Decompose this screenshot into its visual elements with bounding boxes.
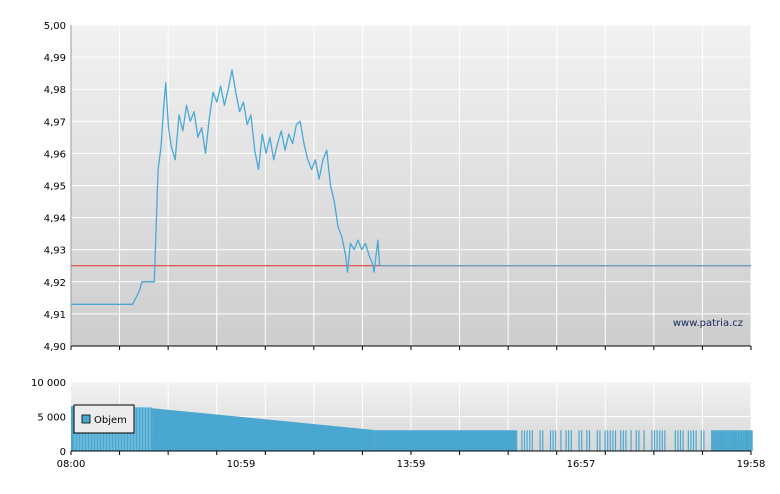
volume-bar xyxy=(747,430,751,451)
volume-x-tick-label: 16:57 xyxy=(567,459,596,470)
volume-bar xyxy=(664,430,666,451)
price-y-tick-label: 4,96 xyxy=(44,149,66,160)
volume-x-tick-label: 13:59 xyxy=(397,459,426,470)
volume-bar xyxy=(516,430,518,451)
volume-x-tick-label: 10:59 xyxy=(227,459,256,470)
volume-bar xyxy=(622,430,624,451)
price-series-line xyxy=(71,69,381,305)
volume-bar xyxy=(750,430,753,451)
volume-bar xyxy=(682,430,684,451)
volume-bar xyxy=(690,430,692,451)
volume-bar xyxy=(586,430,588,451)
volume-bar xyxy=(542,430,544,451)
volume-bar xyxy=(609,430,611,451)
price-y-axis: 4,90 4,91 4,92 4,93 4,94 4,95 4,96 4,97 4,98 4,99… xyxy=(44,21,66,353)
volume-bar xyxy=(643,430,645,451)
volume-bar xyxy=(565,430,567,451)
price-chart-panel: 4,90 4,91 4,92 4,93 4,94 4,95 4,96 4,97 4,98 4,99… xyxy=(44,21,752,353)
volume-bar xyxy=(742,430,745,451)
price-y-tick-label: 4,94 xyxy=(44,214,66,225)
volume-bar xyxy=(578,430,580,451)
volume-bar xyxy=(677,430,679,451)
volume-bar xyxy=(552,430,554,451)
volume-bar xyxy=(661,430,663,451)
volume-bar xyxy=(726,430,730,451)
volume-bar xyxy=(604,430,606,451)
price-y-tick-label: 4,91 xyxy=(44,310,66,321)
volume-bar xyxy=(568,430,570,451)
volume-y-axis: 0 5 000 10 000 xyxy=(31,378,66,458)
price-y-tick-label: 5,00 xyxy=(44,21,66,32)
volume-bar xyxy=(721,430,725,451)
volume-bar xyxy=(695,430,697,451)
legend-swatch xyxy=(81,414,91,424)
volume-bar xyxy=(653,430,656,451)
volume-bar xyxy=(729,430,732,451)
volume-bar xyxy=(679,430,682,451)
volume-bar xyxy=(549,430,552,451)
volume-bar xyxy=(731,430,735,451)
price-y-tick-label: 4,93 xyxy=(44,246,66,257)
volume-bar xyxy=(625,430,627,451)
volume-bar xyxy=(703,430,705,451)
legend-label: Objem xyxy=(94,415,127,426)
volume-bar xyxy=(737,430,740,451)
volume-bar xyxy=(570,430,572,451)
volume-bar xyxy=(531,430,533,451)
volume-bar xyxy=(526,430,528,451)
price-y-tick-label: 4,92 xyxy=(44,278,66,289)
volume-bar xyxy=(581,430,583,451)
volume-bar xyxy=(716,430,719,451)
price-y-tick-label: 4,95 xyxy=(44,182,66,193)
volume-bar xyxy=(718,430,722,451)
volume-bar xyxy=(659,430,661,451)
price-y-tick-label: 4,99 xyxy=(44,53,66,64)
volume-bar xyxy=(607,430,609,451)
volume-bar xyxy=(523,430,526,451)
volume-bar xyxy=(651,430,653,451)
volume-bar xyxy=(614,430,617,451)
volume-bar xyxy=(638,430,640,451)
volume-bar xyxy=(687,430,689,451)
volume-bar xyxy=(700,430,702,451)
volume-bar xyxy=(711,430,714,451)
volume-bar xyxy=(739,430,743,451)
volume-bar xyxy=(734,430,738,451)
price-y-tick-label: 4,97 xyxy=(44,117,66,128)
volume-bar xyxy=(596,430,598,451)
volume-bar xyxy=(744,430,748,451)
volume-bar xyxy=(521,430,523,451)
volume-bar xyxy=(656,430,658,451)
volume-bar xyxy=(713,430,717,451)
volume-bar xyxy=(724,430,727,451)
volume-x-tick-label: 08:00 xyxy=(57,459,86,470)
volume-x-tick-label: 19:58 xyxy=(737,459,766,470)
volume-bar xyxy=(620,430,622,451)
watermark-text: www.patria.cz xyxy=(673,318,743,329)
volume-bar xyxy=(674,430,676,451)
volume-chart-panel: 0 5 000 10 000 08:00 10:59 13:59 16:57 19:58 O… xyxy=(31,378,765,470)
volume-bar xyxy=(560,430,562,451)
volume-bar xyxy=(539,430,541,451)
volume-bar xyxy=(692,430,695,451)
volume-y-tick-label: 5 000 xyxy=(37,413,66,424)
volume-bar xyxy=(630,430,632,451)
volume-y-tick-label: 10 000 xyxy=(31,378,66,389)
volume-bar xyxy=(529,430,531,451)
price-x-ticks xyxy=(70,346,752,350)
price-y-tick-label: 4,98 xyxy=(44,85,66,96)
volume-bar xyxy=(635,430,637,451)
volume-bar-area xyxy=(152,408,375,451)
volume-bar xyxy=(555,430,557,451)
volume-bar xyxy=(599,430,601,451)
volume-x-axis: 08:00 10:59 13:59 16:57 19:58 xyxy=(57,451,766,470)
volume-bar xyxy=(588,430,591,451)
volume-bar-area xyxy=(374,430,517,451)
volume-bar xyxy=(612,430,614,451)
volume-y-tick-label: 0 xyxy=(60,447,66,458)
price-y-tick-label: 4,90 xyxy=(44,342,66,353)
volume-legend: Objem xyxy=(73,404,135,434)
